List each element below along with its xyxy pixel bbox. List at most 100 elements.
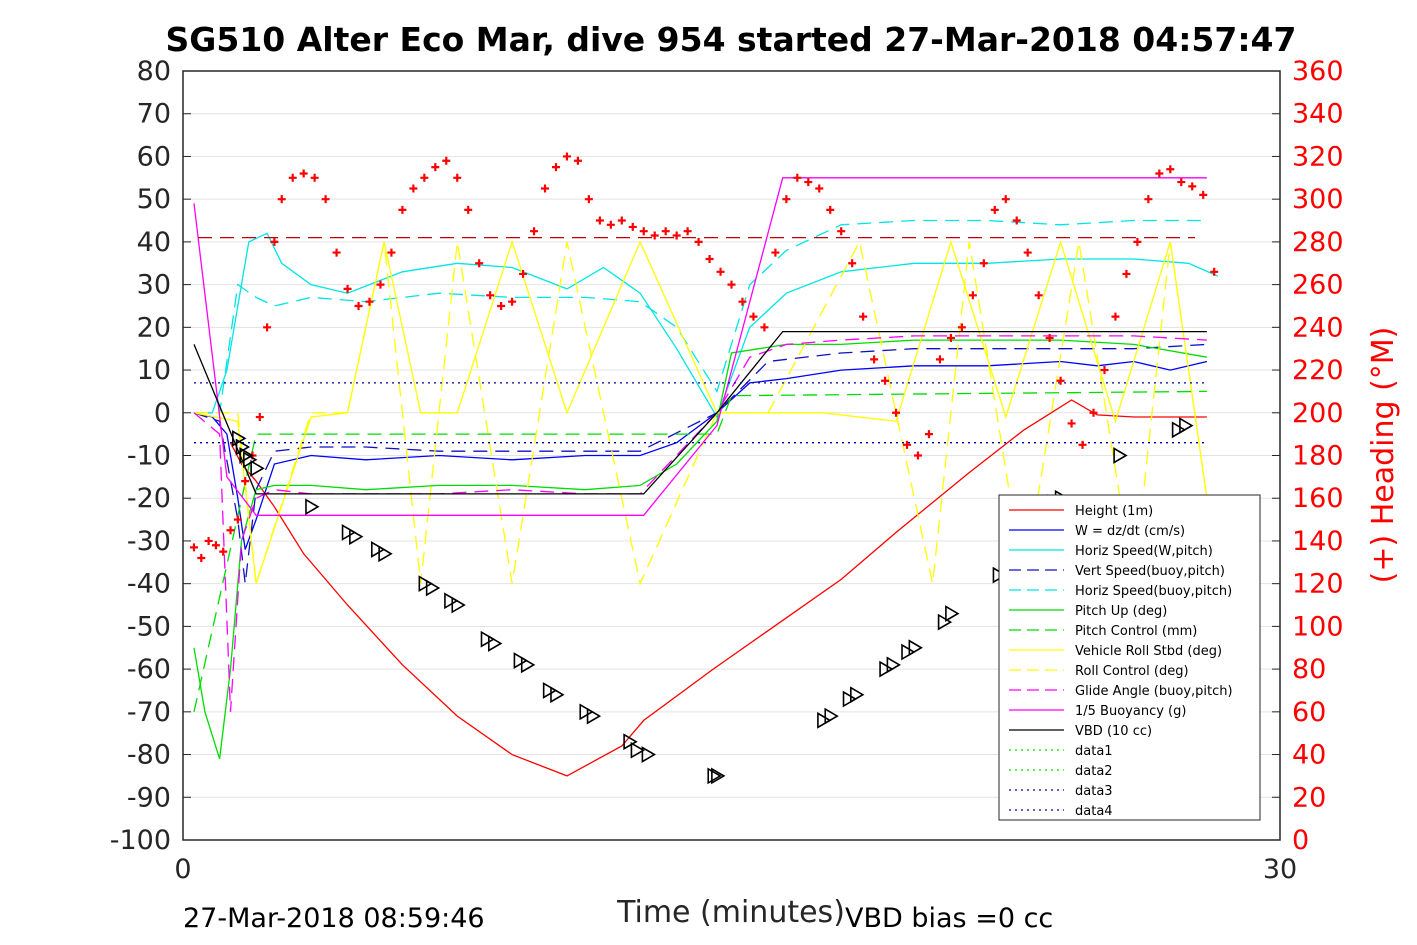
heading-point (760, 323, 769, 332)
triangle-marker (886, 656, 901, 674)
right-axis-label: (+) Heading (°M) (1366, 327, 1401, 584)
heading-point (562, 152, 571, 161)
heading-point (595, 216, 604, 225)
heading-point (804, 178, 813, 187)
triangle-marker (824, 707, 839, 725)
y-right-tick-label: 340 (1292, 99, 1344, 130)
heading-point (376, 280, 385, 289)
y-tick-label: -10 (127, 441, 171, 472)
heading-point (1122, 269, 1131, 278)
heading-point (197, 554, 206, 563)
legend-label: Horiz Speed(W,pitch) (1075, 544, 1213, 559)
triangle-marker (488, 635, 503, 652)
heading-point (321, 195, 330, 204)
y-right-tick-label: 140 (1292, 526, 1344, 557)
heading-point (837, 227, 846, 236)
triangle-marker (641, 746, 656, 763)
heading-point (913, 451, 922, 460)
heading-point (782, 195, 791, 204)
heading-point (332, 248, 341, 257)
y-right-tick-label: 80 (1292, 654, 1326, 685)
chart-title: SG510 Alter Eco Mar, dive 954 started 27… (166, 20, 1297, 59)
heading-point (277, 195, 286, 204)
heading-point (204, 536, 213, 545)
heading-point (241, 477, 250, 486)
y-right-tick-label: 320 (1292, 141, 1344, 172)
legend-label: data2 (1075, 764, 1113, 779)
y-tick-label: -60 (127, 654, 171, 685)
y-right-tick-label: 220 (1292, 355, 1344, 386)
heading-point (661, 227, 670, 236)
heading-point (431, 163, 440, 172)
y-tick-label: 70 (137, 99, 171, 130)
heading-point (519, 269, 528, 278)
series-line-4 (194, 219, 1207, 414)
legend-label: Pitch Control (mm) (1075, 624, 1197, 639)
right-axis: 3603403203002802602402202001801601401201… (1272, 56, 1344, 856)
heading-point (1199, 190, 1208, 199)
legend-label: data1 (1075, 744, 1113, 759)
y-tick-label: 10 (137, 355, 171, 386)
heading-point (551, 163, 560, 172)
series-line-11 (193, 330, 1207, 495)
triangle-marker (945, 605, 960, 622)
y-right-tick-label: 100 (1292, 611, 1344, 642)
y-right-tick-label: 60 (1292, 697, 1326, 728)
heading-point (990, 205, 999, 214)
triangle-marker (817, 711, 832, 729)
heading-point (398, 205, 407, 214)
x-tick-label: 30 (1263, 854, 1297, 885)
triangle-marker (239, 447, 254, 464)
legend-label: Vert Speed(buoy,pitch) (1075, 564, 1225, 579)
triangle-marker (444, 592, 459, 610)
heading-point (343, 284, 352, 293)
y-tick-label: 30 (137, 270, 171, 301)
heading-point (903, 440, 912, 449)
heading-point (1089, 408, 1098, 417)
series-line-7 (193, 239, 1208, 584)
y-right-tick-label: 260 (1292, 270, 1344, 301)
heading-point (1188, 182, 1197, 191)
heading-point (650, 231, 659, 240)
triangle-marker (542, 682, 558, 699)
heading-point (409, 184, 418, 193)
y-right-tick-label: 120 (1292, 569, 1344, 600)
y-tick-label: 50 (137, 184, 171, 215)
heading-point (848, 259, 857, 268)
legend-label: Glide Angle (buoy,pitch) (1075, 684, 1233, 699)
heading-point (1144, 195, 1153, 204)
heading-point (1001, 195, 1010, 204)
y-right-tick-label: 200 (1292, 398, 1344, 429)
legend-label: data4 (1075, 804, 1113, 819)
triangle-marker (480, 630, 496, 648)
heading-point (1034, 291, 1043, 300)
heading-point (957, 323, 966, 332)
triangle-marker (707, 767, 722, 785)
legend-label: Height (1m) (1075, 504, 1153, 519)
heading-point (420, 173, 429, 182)
heading-point (672, 231, 681, 240)
heading-point (1056, 376, 1065, 385)
heading-point (365, 297, 374, 306)
legend-label: W = dz/dt (cm/s) (1075, 524, 1185, 539)
heading-point (573, 156, 582, 165)
heading-point (1023, 248, 1032, 257)
heading-point (815, 184, 824, 193)
y-tick-label: -30 (127, 526, 171, 557)
series-line-0 (229, 399, 1207, 777)
triangle-marker (850, 686, 865, 704)
heading-point (442, 156, 451, 165)
legend: Height (1m) W = dz/dt (cm/s) Horiz Speed(W… (998, 494, 1261, 821)
heading-point (464, 205, 473, 214)
x-tick-label: 0 (174, 854, 191, 885)
heading-point (705, 254, 714, 263)
y-tick-label: 80 (137, 56, 171, 87)
heading-point (683, 227, 692, 236)
y-tick-label: -40 (127, 569, 171, 600)
y-tick-label: -70 (127, 697, 171, 728)
heading-point (1133, 237, 1142, 246)
y-tick-label: -20 (127, 483, 171, 514)
series-line-8 (194, 240, 1208, 586)
triangle-marker (1171, 421, 1187, 439)
triangle-marker (418, 575, 433, 593)
